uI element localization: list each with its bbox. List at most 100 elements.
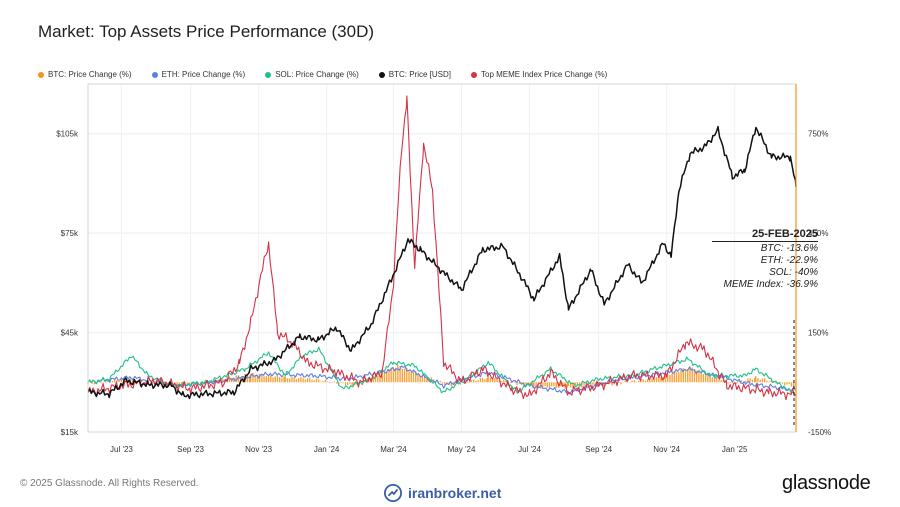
- btc-change-bar: [261, 374, 263, 383]
- btc-change-bar: [377, 375, 379, 383]
- x-tick-label: Sep '23: [177, 445, 204, 454]
- btc-change-bar: [673, 371, 676, 383]
- btc-change-bar: [566, 382, 569, 388]
- x-tick-label: Jan '24: [314, 445, 340, 454]
- btc-change-bar: [784, 382, 786, 386]
- btc-change-bar: [113, 379, 116, 383]
- y-left-tick-label: $75k: [61, 229, 79, 238]
- y-right-tick-label: -150%: [808, 428, 831, 437]
- btc-change-bar: [383, 371, 386, 383]
- btc-change-bar: [346, 382, 349, 386]
- btc-change-bar: [637, 380, 640, 383]
- btc-change-bar: [779, 381, 781, 383]
- btc-change-bar: [237, 375, 240, 383]
- brand-logo: glassnode: [782, 472, 871, 494]
- btc-change-bar: [374, 375, 377, 383]
- btc-change-bar: [581, 382, 583, 388]
- btc-change-bar: [680, 369, 682, 383]
- btc-change-bar: [592, 382, 594, 385]
- btc-change-bar: [286, 378, 289, 383]
- btc-change-bar: [281, 378, 283, 383]
- btc-change-bar: [583, 382, 585, 386]
- btc-change-bar: [761, 378, 764, 383]
- btc-change-bar: [239, 376, 242, 383]
- legend-item-eth-change[interactable]: ETH: Price Change (%): [151, 70, 246, 79]
- btc-change-bar: [487, 375, 489, 383]
- btc-change-bar: [544, 382, 546, 386]
- btc-change-bar: [609, 382, 611, 384]
- watermark: iranbroker.net: [384, 484, 501, 502]
- btc-change-bar: [176, 382, 178, 387]
- btc-change-bar: [426, 378, 428, 383]
- trend-up-icon: [384, 484, 402, 502]
- btc-change-bar: [475, 380, 477, 383]
- btc-change-bar: [315, 378, 318, 383]
- btc-change-bar: [629, 382, 631, 383]
- btc-change-bar: [180, 382, 183, 385]
- btc-change-bar: [89, 382, 91, 383]
- btc-change-bar: [263, 376, 265, 383]
- tooltip-annotation: 25-FEB-2025 BTC: -13.6% ETH: -22.9% SOL:…: [712, 228, 818, 291]
- btc-change-bar: [514, 382, 516, 384]
- btc-change-bar: [751, 379, 754, 383]
- x-tick-label: Mar '24: [380, 445, 407, 454]
- y-left-tick-label: $15k: [61, 428, 79, 437]
- btc-change-bar: [408, 370, 410, 383]
- y-right-tick-label: 150%: [808, 329, 828, 338]
- legend-label: ETH: Price Change (%): [161, 70, 246, 79]
- legend-item-meme-change[interactable]: Top MEME Index Price Change (%): [471, 70, 607, 79]
- watermark-text: iranbroker.net: [408, 485, 502, 501]
- btc-change-bar: [93, 382, 96, 385]
- btc-change-bar: [368, 379, 370, 383]
- btc-change-bar: [617, 382, 620, 384]
- btc-change-bar: [349, 382, 351, 384]
- btc-change-bar: [344, 382, 347, 386]
- x-tick-label: Jul '24: [518, 445, 541, 454]
- btc-change-bar: [178, 382, 181, 385]
- legend-label: Top MEME Index Price Change (%): [481, 70, 608, 79]
- btc-change-bar: [626, 382, 629, 383]
- btc-change-bar: [149, 382, 152, 383]
- btc-change-bar: [766, 380, 768, 383]
- btc-change-bar: [576, 382, 579, 386]
- btc-change-bar: [154, 381, 156, 383]
- btc-change-bar: [392, 368, 395, 383]
- btc-change-bar: [768, 381, 770, 383]
- btc-change-bar: [738, 381, 740, 383]
- btc-change-bar: [727, 382, 729, 384]
- btc-change-bar: [361, 382, 363, 383]
- btc-change-bar: [100, 382, 102, 384]
- legend-item-btc-change[interactable]: BTC: Price Change (%): [38, 70, 132, 79]
- legend-item-sol-change[interactable]: SOL: Price Change (%): [265, 70, 359, 79]
- btc-change-bar: [755, 375, 757, 383]
- btc-change-bar: [278, 377, 281, 383]
- btc-change-bar: [477, 380, 479, 383]
- btc-change-bar: [111, 380, 114, 383]
- btc-change-bar: [496, 378, 498, 383]
- btc-change-bar: [749, 378, 751, 383]
- btc-change-bar: [335, 382, 338, 384]
- btc-change-bar: [91, 382, 94, 384]
- btc-change-bar: [302, 378, 304, 383]
- tooltip-meme: MEME Index: -36.9%: [723, 279, 818, 290]
- btc-change-bar: [120, 379, 123, 383]
- btc-change-bar: [186, 382, 188, 384]
- btc-change-bar: [333, 381, 336, 383]
- legend-item-btc-price[interactable]: BTC: Price [USD]: [378, 70, 451, 79]
- btc-change-bar: [102, 382, 105, 383]
- btc-change-bar: [611, 382, 613, 386]
- btc-change-bar: [246, 374, 249, 383]
- btc-change-bar: [620, 382, 622, 385]
- btc-change-bar: [553, 382, 555, 387]
- btc-change-bar: [781, 382, 784, 384]
- btc-change-bar: [503, 379, 505, 383]
- btc-change-bar: [322, 381, 324, 383]
- btc-change-bar: [481, 377, 484, 383]
- btc-change-bar: [491, 379, 494, 383]
- btc-change-bar: [533, 382, 535, 388]
- btc-change-bar: [443, 382, 446, 386]
- y-left-tick-label: $45k: [61, 329, 79, 338]
- btc-change-bar: [520, 382, 523, 384]
- btc-change-bar: [745, 380, 747, 383]
